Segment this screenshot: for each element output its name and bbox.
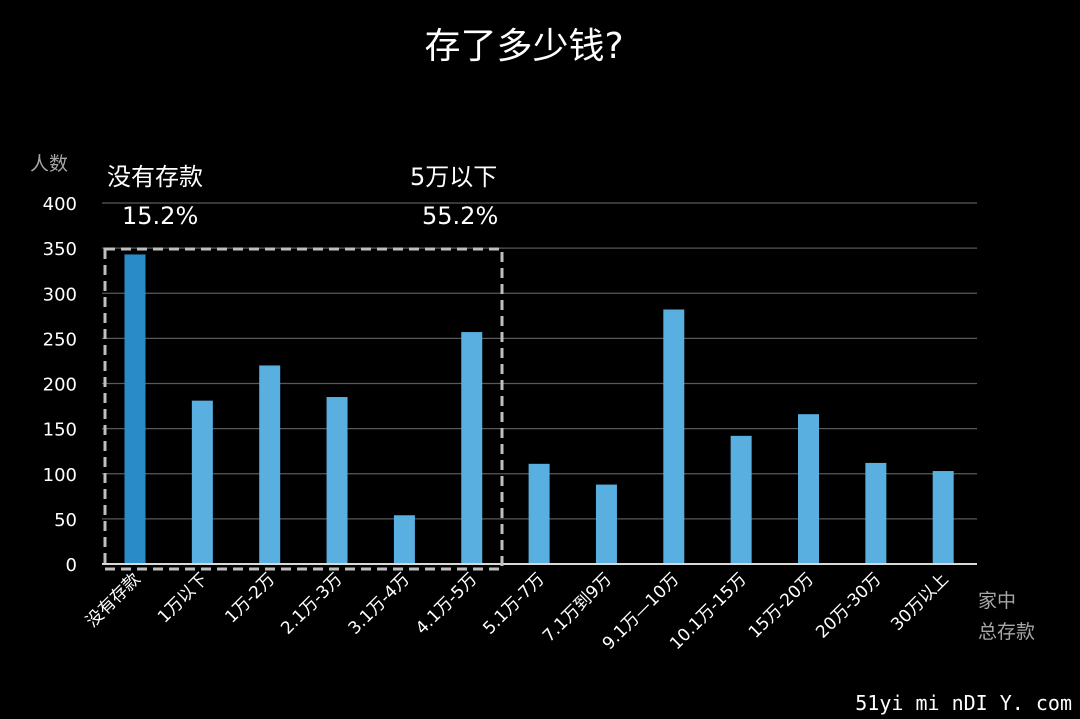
- bars: [124, 254, 954, 564]
- bar: [259, 365, 281, 564]
- watermark: 51yi mi nDI Y. com: [855, 691, 1072, 715]
- x-tick-labels: 没有存款 1万以下 1万-2万2.1万-3万3.1万-4万4.1万-5万5.1万-7…: [82, 569, 952, 654]
- x-axis-label-line-1: 家中: [978, 590, 1016, 612]
- bar: [461, 332, 483, 564]
- x-axis-label-line-2: 总存款: [978, 621, 1035, 643]
- bar: [528, 463, 550, 564]
- y-tick-label: 200: [43, 375, 77, 396]
- x-tick-label: 1万-2万: [221, 569, 279, 627]
- y-tick-labels: 0 50 100 150 200 250 300 350 400: [43, 194, 77, 576]
- x-tick-label: 2.1万-3万: [277, 569, 346, 638]
- y-tick-label: 50: [54, 510, 77, 531]
- y-tick-label: 0: [66, 555, 77, 576]
- y-tick-label: 400: [43, 194, 77, 215]
- y-axis-label: 人数: [30, 153, 68, 175]
- bar: [663, 309, 685, 564]
- y-tick-label: 300: [43, 284, 77, 305]
- x-tick-label: 4.1万-5万: [412, 569, 481, 638]
- x-tick-label: 3.1万-4万: [345, 569, 414, 638]
- chart-title: 存了多少钱?: [424, 26, 623, 67]
- y-tick-label: 150: [43, 420, 77, 441]
- x-tick-label: 20万-30万: [812, 569, 885, 642]
- bar: [124, 254, 146, 564]
- x-tick-label: 5.1万-7万: [479, 569, 548, 638]
- highlight-box: [103, 247, 504, 571]
- gridlines: [102, 202, 977, 520]
- bar: [191, 400, 213, 564]
- x-tick-label: 没有存款: [82, 569, 144, 631]
- bar: [865, 462, 887, 564]
- bar: [326, 397, 348, 564]
- annotation-value-2: 55.2%: [422, 202, 498, 230]
- bar: [932, 471, 954, 564]
- y-tick-label: 250: [43, 329, 77, 350]
- bar: [798, 414, 819, 564]
- x-tick-label: 15万-20万: [745, 569, 818, 642]
- x-tick-label: 30万以上: [887, 569, 953, 635]
- annotation-label-1: 没有存款: [107, 163, 203, 191]
- annotation-label-2: 5万以下: [410, 163, 497, 191]
- bar: [595, 484, 617, 564]
- bar: [730, 435, 752, 564]
- x-tick-label: 1万以下: [154, 569, 212, 627]
- bar: [393, 515, 415, 564]
- y-tick-label: 100: [43, 465, 77, 486]
- annotation-value-1: 15.2%: [122, 202, 198, 230]
- y-tick-label: 350: [43, 239, 77, 260]
